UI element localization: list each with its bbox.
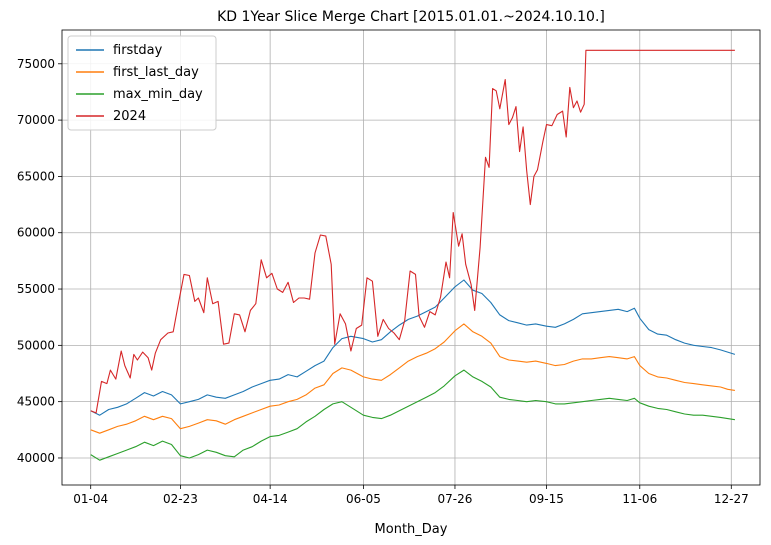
y-tick-label: 40000 <box>17 451 55 465</box>
x-tick-label: 12-27 <box>714 492 749 506</box>
plot-frame <box>61 29 761 486</box>
y-tick-label: 70000 <box>17 113 55 127</box>
legend-label: 2024 <box>113 109 146 124</box>
x-tick-label: 06-05 <box>346 492 381 506</box>
legend-label: first_last_day <box>113 65 199 80</box>
x-tick-label: 04-14 <box>253 492 288 506</box>
series-line-max-min-day <box>90 369 735 461</box>
y-tick-label: 45000 <box>17 395 55 409</box>
chart-title: KD 1Year Slice Merge Chart [2015.01.01.~… <box>217 9 605 25</box>
x-tick-label: 11-06 <box>622 492 657 506</box>
legend: firstday first_last_day max_min_day 2024 <box>67 35 217 131</box>
series-line-2024 <box>90 49 735 414</box>
y-tick-label: 55000 <box>17 282 55 296</box>
y-tick-label: 60000 <box>17 226 55 240</box>
x-axis-label: Month_Day <box>375 522 448 537</box>
grid-lines <box>62 30 760 485</box>
legend-label: max_min_day <box>113 87 203 102</box>
legend-label: firstday <box>113 43 163 58</box>
y-tick-label: 50000 <box>17 338 55 352</box>
y-axis: 40000 45000 50000 55000 60000 65000 70000 75000 <box>17 57 62 465</box>
legend-box <box>67 35 217 131</box>
x-tick-label: 09-15 <box>529 492 564 506</box>
series-layer <box>90 49 736 461</box>
x-axis: 01-04 02-23 04-14 06-05 07-26 09-15 11-06 12-27 <box>73 485 749 506</box>
y-tick-label: 75000 <box>17 57 55 71</box>
x-tick-label: 01-04 <box>73 492 108 506</box>
series-line-firstday <box>90 279 736 416</box>
x-tick-label: 07-26 <box>438 492 473 506</box>
y-tick-label: 65000 <box>17 169 55 183</box>
x-tick-label: 02-23 <box>163 492 198 506</box>
series-line-first-last-day <box>90 323 735 434</box>
